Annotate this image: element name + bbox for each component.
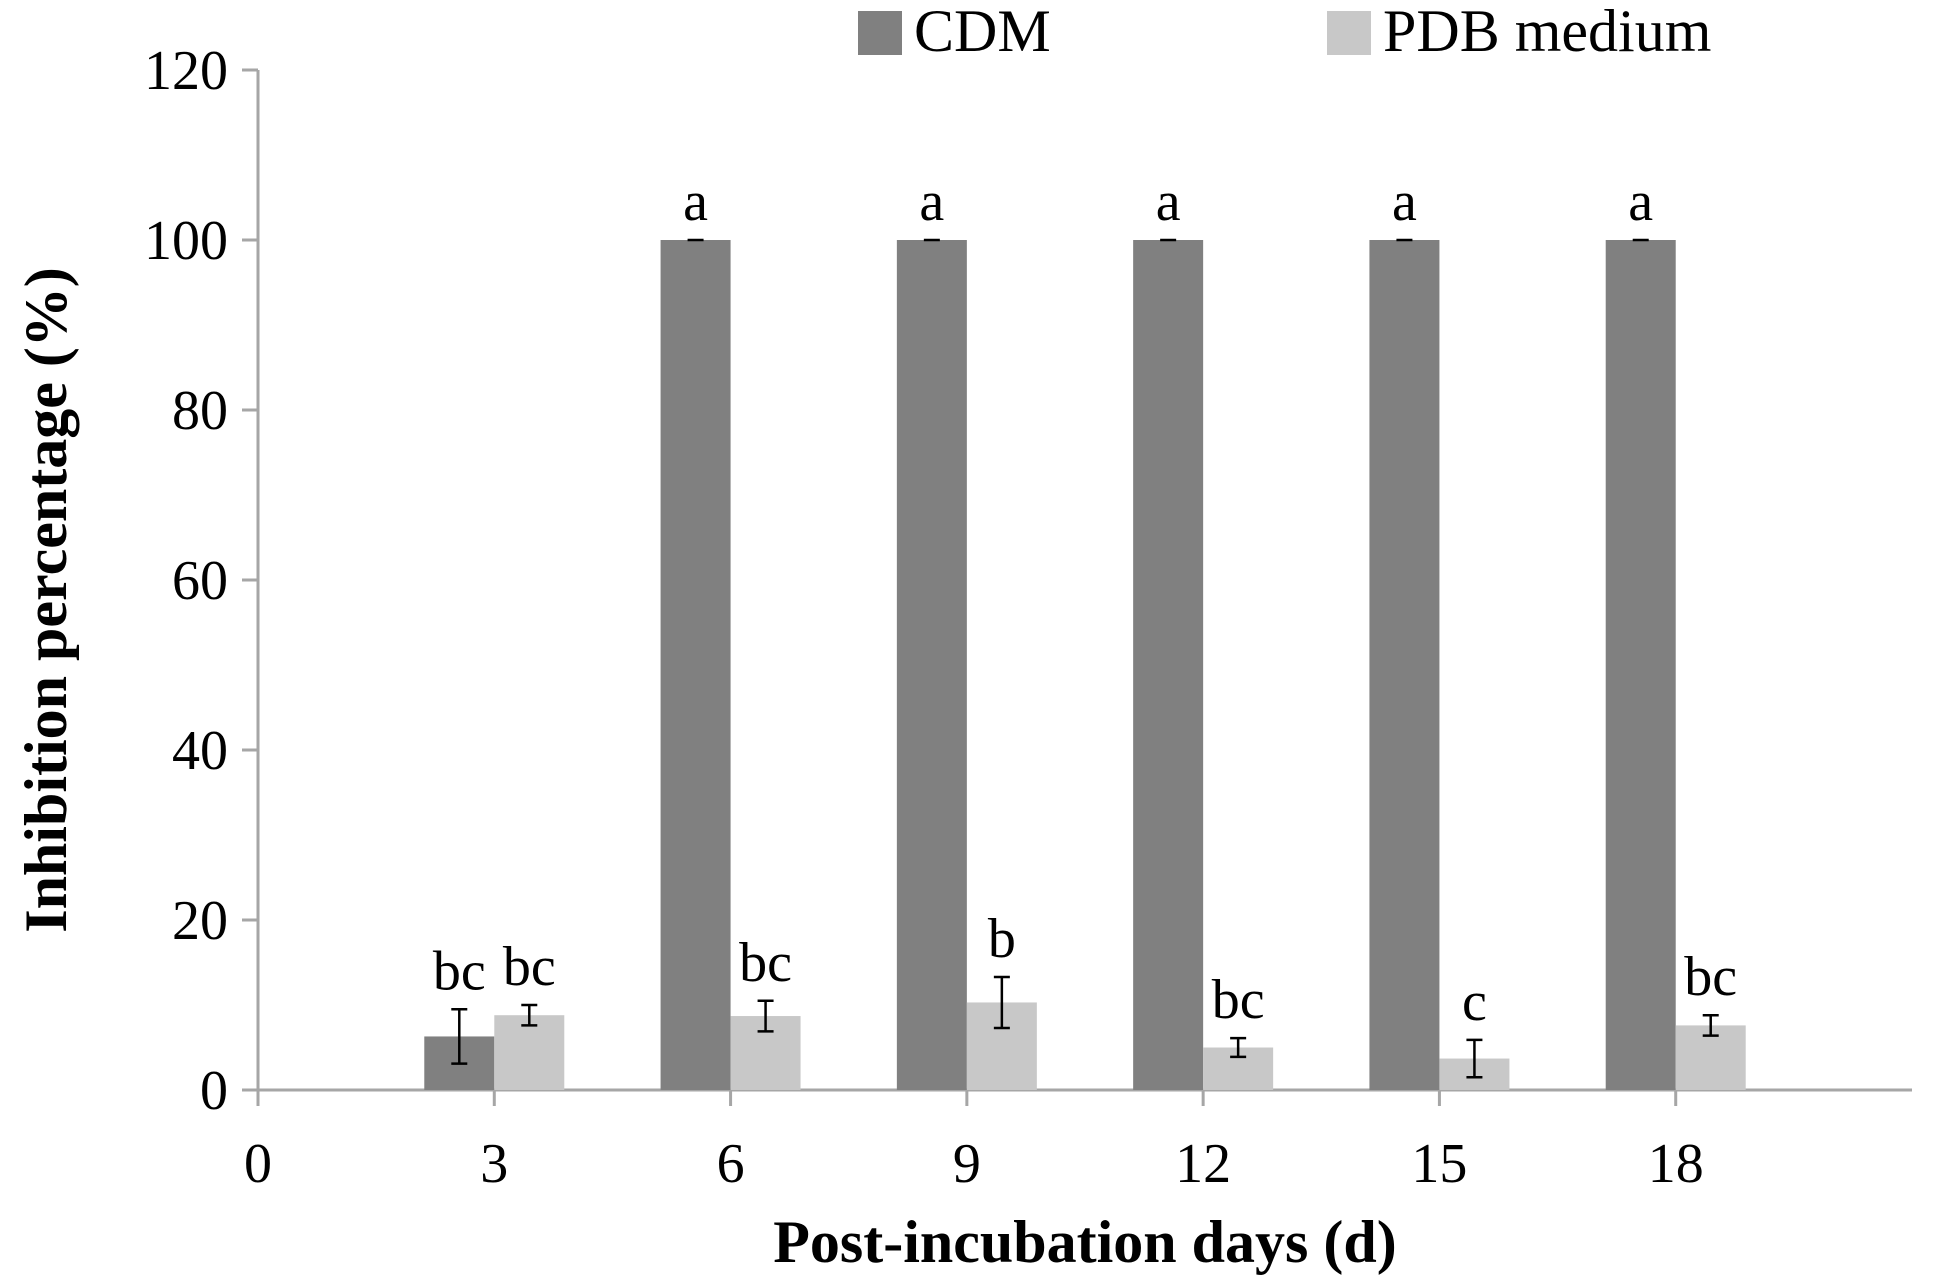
y-tick-label: 40 (172, 720, 228, 782)
significance-letter: a (683, 171, 708, 233)
significance-letter: bc (1212, 969, 1265, 1031)
bar-cdm-day-18 (1605, 240, 1676, 1090)
legend-label-cdm: CDM (914, 0, 1051, 64)
significance-letter: bc (503, 936, 556, 998)
significance-letter: a (1392, 171, 1417, 233)
x-tick-label: 6 (717, 1133, 745, 1195)
bar-cdm-day-15 (1369, 240, 1440, 1090)
x-tick-label: 15 (1411, 1133, 1467, 1195)
y-tick-label: 0 (200, 1060, 228, 1122)
x-tick-label: 3 (480, 1133, 508, 1195)
y-tick-label: 120 (144, 40, 228, 102)
significance-letter: a (1628, 171, 1653, 233)
legend-label-pdb: PDB medium (1383, 0, 1711, 64)
x-axis-title: Post-incubation days (d) (773, 1209, 1396, 1275)
x-tick-label: 9 (953, 1133, 981, 1195)
significance-letter: bc (433, 940, 486, 1002)
significance-letter: b (988, 908, 1016, 970)
legend-swatch-cdm (858, 11, 902, 55)
bar-cdm-day-9 (896, 240, 967, 1090)
y-tick-label: 20 (172, 890, 228, 952)
y-axis-title: Inhibition percentage (%) (13, 267, 79, 933)
bar-cdm-day-6 (660, 240, 731, 1090)
significance-letter: bc (1684, 946, 1737, 1008)
y-tick-label: 60 (172, 550, 228, 612)
legend: CDM PDB medium (858, 0, 1711, 64)
bars (424, 238, 1746, 1090)
x-tick-label: 18 (1648, 1133, 1704, 1195)
labels: 0 20 40 60 80 100 120 0 3 6 9 12 15 18 Post-incubation… (13, 40, 1737, 1275)
bar-cdm-day-12 (1133, 240, 1204, 1090)
x-tick-label: 12 (1175, 1133, 1231, 1195)
significance-letter: c (1462, 971, 1487, 1033)
significance-letter: bc (739, 932, 792, 994)
y-tick-label: 100 (144, 210, 228, 272)
y-tick-label: 80 (172, 380, 228, 442)
x-tick-label: 0 (244, 1133, 272, 1195)
legend-swatch-pdb (1327, 11, 1371, 55)
significance-letter: a (1156, 171, 1181, 233)
bar-pdb-day-3 (494, 1015, 565, 1090)
significance-letter: a (919, 171, 944, 233)
